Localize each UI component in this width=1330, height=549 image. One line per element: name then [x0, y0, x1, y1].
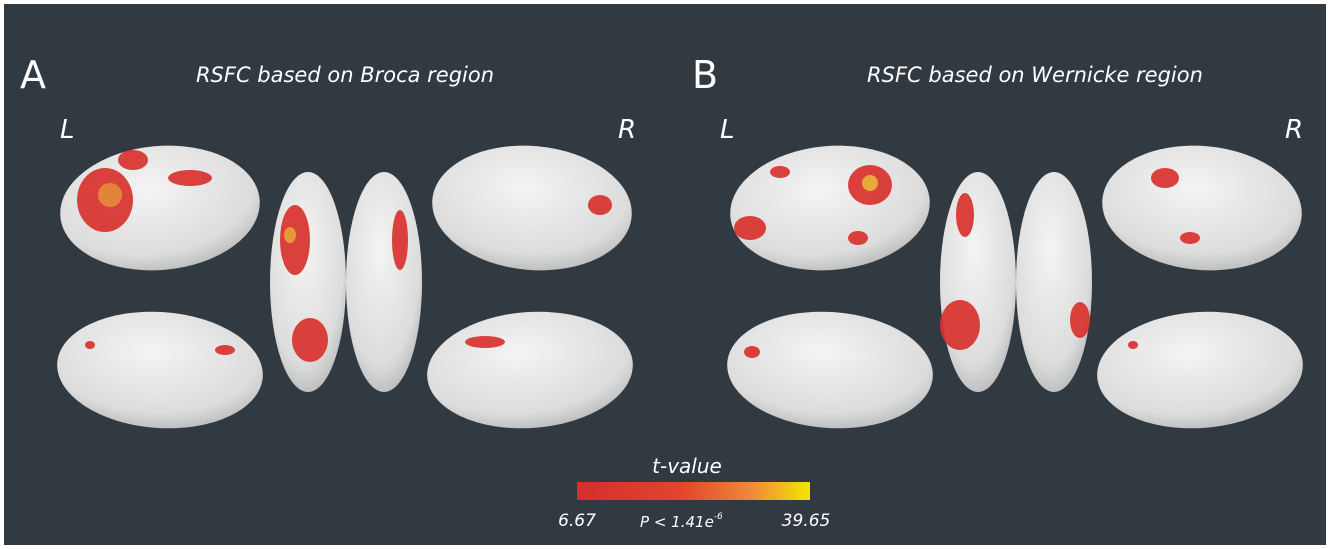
colorbar-title: t-value — [652, 454, 722, 478]
activation — [168, 170, 212, 186]
brain-surface — [727, 311, 933, 429]
activation — [118, 150, 148, 170]
activation — [744, 346, 760, 358]
activation — [280, 205, 310, 275]
activation — [1070, 302, 1090, 338]
activation — [1128, 341, 1138, 349]
colorbar-min: 6.67 — [558, 511, 596, 531]
hemisphere-label: L — [60, 115, 75, 145]
activation — [392, 210, 408, 270]
activation — [734, 216, 766, 240]
colorbar-max: 39.65 — [782, 511, 831, 531]
activation — [940, 300, 980, 350]
activation — [465, 336, 505, 348]
activation — [284, 227, 296, 243]
colorbar — [577, 482, 810, 500]
activation — [292, 318, 328, 362]
brain-surface — [1097, 311, 1303, 429]
hemisphere-label: R — [1285, 115, 1303, 145]
activation — [848, 231, 868, 245]
panel-title: RSFC based on Wernicke region — [867, 63, 1203, 87]
activation — [1151, 168, 1179, 188]
activation — [588, 195, 612, 215]
activation — [1180, 232, 1200, 244]
panel-title: RSFC based on Broca region — [196, 63, 494, 87]
activation — [85, 341, 95, 349]
panel-label: B — [692, 53, 718, 97]
background — [4, 4, 1326, 545]
hemisphere-label: R — [618, 115, 636, 145]
brain-surface — [57, 311, 263, 429]
brain-surface — [432, 145, 632, 271]
activation — [98, 183, 122, 207]
brain-renders — [57, 145, 1303, 429]
activation — [215, 345, 235, 355]
p-value: P < 1.41e-6 — [640, 512, 723, 531]
p-text: P < 1.41 — [640, 513, 705, 531]
activation — [770, 166, 790, 178]
panel-label: A — [20, 53, 46, 97]
p-exp: -6 — [714, 512, 723, 522]
brain-surface — [346, 172, 422, 392]
activation — [862, 175, 878, 191]
activation — [956, 193, 974, 237]
hemisphere-label: L — [720, 115, 735, 145]
p-base: e — [705, 513, 714, 531]
brain-surface — [940, 172, 1016, 392]
brain-surface — [1016, 172, 1092, 392]
